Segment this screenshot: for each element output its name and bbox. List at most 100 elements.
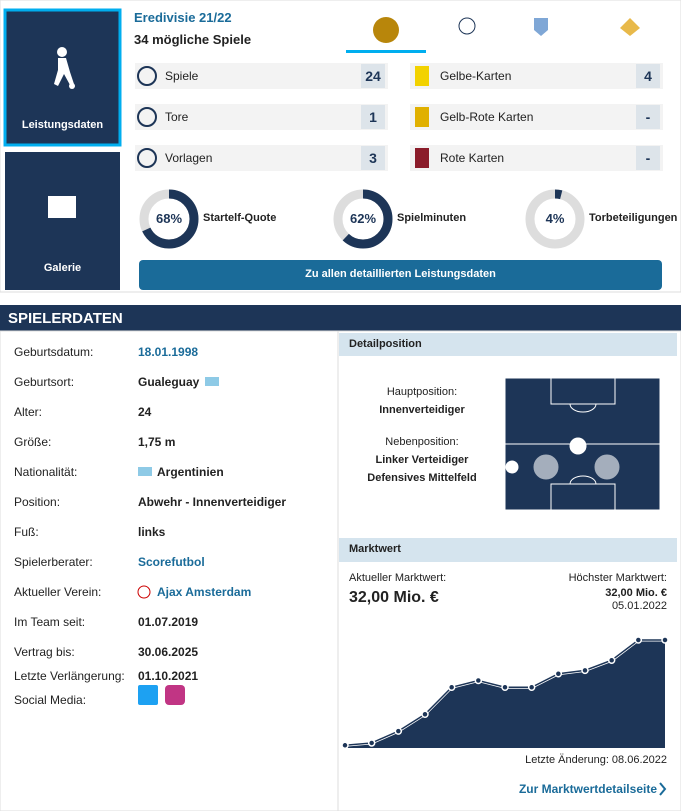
field-value: Gualeguay: [138, 375, 200, 389]
market-label: Aktueller Marktwert:: [349, 572, 447, 584]
position-value: Linker Verteidiger: [375, 454, 469, 466]
field-label: Geburtsort:: [14, 375, 75, 389]
stat-row: [410, 145, 663, 171]
stat-value-box: [361, 64, 385, 88]
stat-value: 3: [369, 150, 377, 166]
stat-value: 4: [644, 68, 652, 84]
tile-label[interactable]: Leistungsdaten: [21, 119, 104, 131]
field-value: 30.06.2025: [138, 645, 199, 659]
stat-value-box: [636, 105, 660, 129]
market-area: [345, 640, 665, 748]
field-value[interactable]: Ajax Amsterdam: [157, 585, 252, 599]
logo[interactable]: [373, 17, 399, 43]
stat-value: -: [645, 150, 651, 166]
field-label: Aktueller Verein:: [14, 585, 102, 599]
stat-row: [135, 145, 388, 171]
field-value[interactable]: 18.01.1998: [138, 345, 199, 359]
market-date: 05.01.2022: [611, 600, 667, 612]
field-value: 24: [138, 405, 152, 419]
arrow: [659, 782, 667, 796]
logo[interactable]: [458, 17, 476, 35]
competition[interactable]: Eredivisie 21/22: [134, 10, 232, 25]
card-icon: [415, 148, 429, 168]
donut-label: 4%: [545, 211, 565, 226]
donut-label: 62%: [349, 211, 377, 226]
stat-value-box: [636, 146, 660, 170]
stat-value: -: [645, 109, 651, 125]
market-point: [421, 710, 429, 718]
market-point: [394, 727, 403, 735]
field-label: Social Media:: [14, 693, 87, 707]
market-link[interactable]: Zur Marktwertdetailseite: [518, 782, 657, 796]
market-label: Höchster Marktwert:: [568, 572, 667, 584]
field-label: Vertrag bis:: [14, 645, 75, 659]
market-point: [554, 670, 563, 678]
field-value: links: [138, 525, 166, 539]
donut-label: 68%: [155, 211, 183, 226]
field-value: Argentinien: [157, 465, 224, 479]
field-label: Spielerberater:: [14, 555, 93, 569]
stat-row: [410, 63, 663, 89]
market-point: [341, 741, 349, 750]
box-header: [339, 538, 677, 562]
stat-row: [410, 104, 663, 130]
field-label: Größe:: [14, 435, 52, 449]
button-label[interactable]: Zu allen detaillierten Leistungsdaten: [305, 268, 496, 280]
field-label: Position:: [14, 495, 61, 509]
stat-row: [135, 63, 388, 89]
card-icon: [415, 107, 429, 127]
tile[interactable]: [5, 152, 120, 290]
tab-underline: [346, 50, 426, 53]
field-value[interactable]: Scorefutbol: [138, 555, 205, 569]
field-label: Alter:: [14, 405, 43, 419]
games: 34 mögliche Spiele: [134, 32, 252, 47]
button[interactable]: [139, 260, 662, 290]
position-label: Hauptposition:: [386, 386, 458, 398]
logo[interactable]: [534, 18, 548, 36]
stat-value-box: [636, 64, 660, 88]
stat-icon: [137, 107, 157, 127]
market-point: [367, 739, 376, 747]
tile-label[interactable]: Galerie: [43, 262, 82, 274]
stat-label: Rote Karten: [440, 151, 505, 165]
position-value: Innenverteidiger: [379, 404, 465, 416]
market-point: [634, 636, 643, 644]
field-label: Fuß:: [14, 525, 39, 539]
logo[interactable]: [620, 18, 640, 36]
donut-name: Startelf-Quote: [203, 212, 277, 224]
field-value: 01.10.2021: [138, 669, 199, 683]
donut-name: Torbeteiligungen: [589, 212, 678, 224]
stat-row: [135, 104, 388, 130]
market-point: [474, 676, 483, 685]
icon: [54, 58, 74, 86]
icon: [57, 47, 67, 57]
twitter-icon[interactable]: [138, 685, 158, 705]
market-point: [661, 636, 669, 644]
section-header: [0, 305, 681, 331]
market-point: [581, 666, 589, 675]
field-label: Im Team seit:: [14, 615, 86, 629]
updated: Letzte Änderung: 08.06.2022: [525, 754, 667, 766]
position-label: Nebenposition:: [385, 436, 459, 448]
field-value: Abwehr - Innenverteidiger: [138, 495, 287, 509]
position-value: Defensives Mittelfeld: [367, 472, 477, 484]
donut-arc: [333, 189, 393, 249]
box-title: Detailposition: [349, 338, 422, 350]
market-max: 32,00 Mio. €: [605, 587, 667, 599]
market-point: [447, 683, 456, 691]
stat-value-box: [361, 146, 385, 170]
market-current: 32,00 Mio. €: [349, 589, 439, 606]
field-value: 1,75 m: [138, 435, 176, 449]
section-body: [0, 330, 681, 811]
box-header: [339, 333, 677, 356]
instagram-icon[interactable]: [165, 685, 185, 705]
donut-arc: [525, 189, 585, 249]
stat-icon: [137, 66, 157, 86]
stat-icon: [137, 148, 157, 168]
icon: [48, 196, 76, 218]
tile[interactable]: [3, 8, 122, 147]
market-point: [607, 656, 616, 664]
icon: [69, 83, 75, 89]
